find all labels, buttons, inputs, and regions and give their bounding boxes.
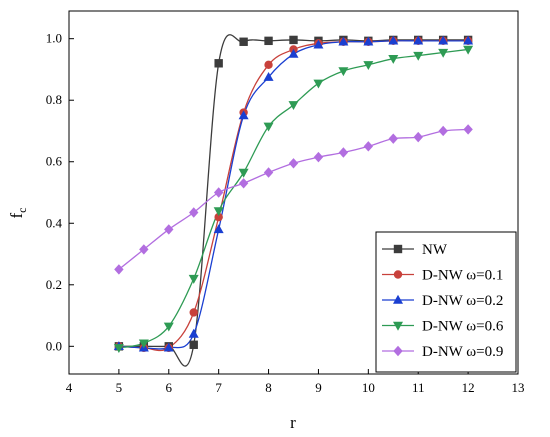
data-point-2 [288,48,299,58]
legend-marker-4 [393,345,403,357]
plot-frame [68,10,519,375]
data-point-4 [213,187,224,198]
series-line-0 [118,34,469,367]
y-axis-title-subscript: c [15,208,29,213]
data-point-3 [188,274,199,284]
data-point-3 [238,168,249,178]
x-tick-label: 4 [66,380,73,395]
y-axis-title-main: f [7,213,26,219]
legend-label-0: NW [422,242,448,258]
data-point-4 [238,178,249,189]
data-point-3 [438,48,449,58]
x-tick-label: 5 [116,380,123,395]
legend-label-1: D-NW ω=0.1 [422,268,503,284]
axes-layer: 4 5 6 7 8 9 10 11 12 13 0.0 0.2 0.4 0.6 0.8 1.0 [46,31,525,395]
data-point-4 [338,147,349,158]
data-point-4 [438,125,448,137]
data-point-4 [463,124,473,135]
data-point-2 [388,35,399,45]
legend-label-2: D-NW ω=0.2 [422,293,503,309]
legend-label-4: D-NW ω=0.9 [422,344,503,360]
y-tick-label: 0.0 [46,338,62,353]
data-point-3 [413,51,424,61]
x-tick-label: 7 [215,380,222,395]
x-tick-label: 9 [315,380,322,395]
data-point-0 [264,36,273,46]
data-point-4 [388,133,398,144]
legend-marker-3 [393,321,403,331]
y-tick-label: 1.0 [46,31,62,46]
data-point-1 [189,308,198,317]
data-point-3 [388,54,399,64]
data-point-3 [163,322,174,332]
x-tick-label: 12 [462,380,475,395]
x-tick-label: 11 [412,380,425,395]
data-point-2 [163,342,174,352]
markers-layer [113,35,474,354]
data-point-2 [238,110,249,120]
data-point-3 [363,61,374,71]
x-tick-label: 10 [362,380,375,395]
data-point-3 [213,207,224,217]
data-point-3 [263,122,274,132]
data-point-2 [413,35,424,45]
x-tick-label: 6 [166,380,173,395]
data-point-4 [413,131,423,143]
legend-marker-1 [393,270,403,279]
data-point-3 [138,339,149,349]
y-tick-label: 0.2 [46,277,62,292]
data-point-4 [363,141,374,152]
data-point-4 [139,244,149,255]
data-point-3 [113,344,124,354]
series-line-2 [118,40,469,350]
x-axis-title: r [290,413,296,432]
legend-marker-2 [393,294,403,304]
data-point-2 [313,39,324,49]
data-point-2 [213,224,224,234]
y-tick-label: 0.8 [46,92,62,107]
data-point-4 [114,264,124,275]
data-point-2 [363,36,374,46]
data-point-3 [313,79,324,89]
y-tick-label: 0.4 [46,215,63,230]
y-axis-title: fc [7,208,29,219]
data-point-2 [463,35,474,45]
data-point-2 [263,71,274,81]
data-point-4 [189,207,199,218]
data-point-1 [264,60,273,70]
data-point-0 [214,59,223,68]
data-point-4 [313,151,324,163]
x-tick-label: 13 [512,380,525,395]
legend-label-3: D-NW ω=0.6 [422,319,504,335]
legend-marker-0 [393,244,403,254]
data-point-2 [438,35,449,45]
data-point-0 [189,340,198,349]
data-point-2 [338,36,349,46]
data-point-2 [188,328,199,338]
data-point-0 [289,35,298,45]
data-point-3 [288,101,299,111]
data-point-3 [338,67,349,77]
data-point-1 [214,212,223,222]
data-point-0 [239,37,248,46]
data-point-4 [288,158,299,169]
data-point-3 [463,45,474,55]
y-tick-label: 0.6 [46,154,63,169]
legend: NW D-NW ω=0.1 D-NW ω=0.2 D-NW ω=0.6 D-NW ω=0… [375,231,517,373]
data-point-4 [164,224,174,235]
x-tick-label: 8 [265,380,272,395]
data-point-4 [263,167,274,178]
